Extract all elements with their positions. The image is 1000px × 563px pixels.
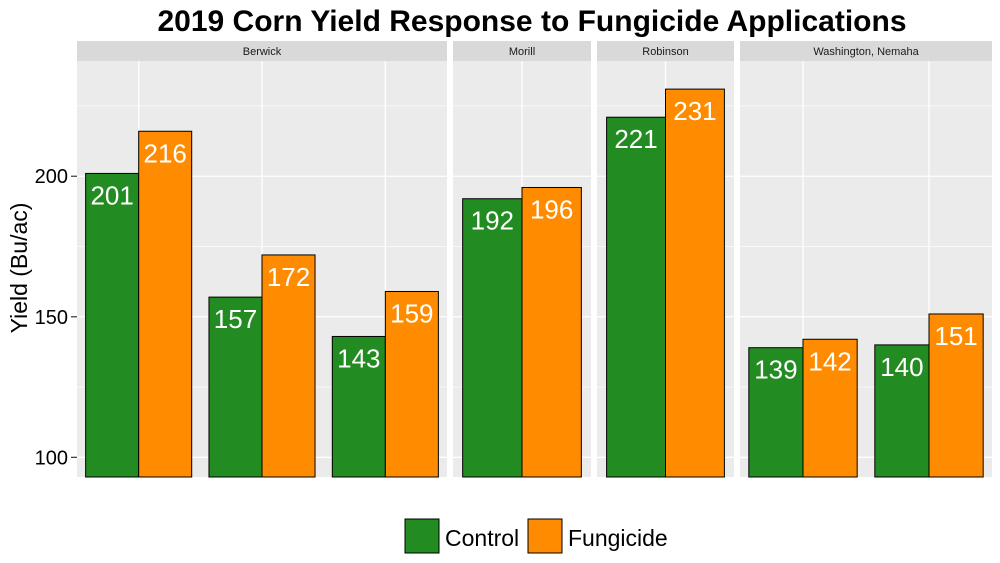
facet-strip-label: Morill <box>509 46 535 58</box>
bar-morill-1-fungicide <box>521 186 582 478</box>
bar-robinson-1-fungicide <box>665 88 725 478</box>
facet-strip-label: Robinson <box>642 46 688 58</box>
bar-value-label: 157 <box>214 304 257 334</box>
bar-value-label: 192 <box>471 206 514 236</box>
bar-berwick-1-control <box>85 172 140 478</box>
facet-panel-morill: Morill 192 196 <box>453 41 591 478</box>
facet-strip <box>597 41 734 61</box>
facet-panel-robinson: Robinson 221 231 <box>597 41 734 478</box>
bar-berwick-2-control <box>208 296 263 478</box>
bar-morill-1-control <box>462 198 523 478</box>
facet-strip-label: Berwick <box>243 46 282 58</box>
facet-strip <box>740 41 992 61</box>
chart-title: 2019 Corn Yield Response to Fungicide Ap… <box>157 5 906 38</box>
y-tick-label: 200 <box>35 166 68 188</box>
bar-value-label: 139 <box>754 355 797 385</box>
bar-berwick-3-control <box>331 335 386 478</box>
bar-value-label: 159 <box>390 298 433 328</box>
bar-washington-nemaha-1-fungicide <box>802 338 858 478</box>
bar-washington-nemaha-2-control <box>874 344 930 478</box>
bar-washington-nemaha-1-control <box>748 347 804 478</box>
bar-value-label: 231 <box>673 96 716 126</box>
bar-value-label: 140 <box>880 352 923 382</box>
facet-panel-washington-nemaha: Washington, Nemaha 139 142 140 151 <box>740 41 992 478</box>
bar-washington-nemaha-2-fungicide <box>928 313 984 478</box>
facet-panels: Berwick 201 216 157 172 143 159 Morill 192 196 Rob… <box>77 41 992 478</box>
legend-label-fungicide: Fungicide <box>568 525 668 551</box>
bar-berwick-2-fungicide <box>261 254 316 478</box>
legend-label-control: Control <box>445 525 519 551</box>
facet-strip <box>453 41 591 61</box>
facet-panel-berwick: Berwick 201 216 157 172 143 159 <box>77 41 447 478</box>
bar-value-label: 196 <box>530 194 573 224</box>
bar-value-label: 151 <box>934 321 977 351</box>
facet-strip <box>77 41 447 61</box>
y-axis: 100 150 200 <box>35 166 77 469</box>
bar-value-label: 201 <box>90 180 133 210</box>
bar-value-label: 216 <box>143 138 186 168</box>
y-axis-label: Yield (Bu/ac) <box>6 203 32 334</box>
legend-swatch-fungicide <box>527 518 563 554</box>
bar-berwick-1-fungicide <box>138 130 193 478</box>
bar-value-label: 221 <box>614 124 657 154</box>
bar-berwick-3-fungicide <box>384 290 439 478</box>
y-tick-label: 150 <box>35 307 68 329</box>
bar-value-label: 142 <box>808 346 851 376</box>
bar-robinson-1-control <box>606 116 667 478</box>
bar-value-label: 143 <box>337 343 380 373</box>
legend-swatch-control <box>404 518 440 554</box>
bar-value-label: 172 <box>267 262 310 292</box>
facet-strip-label: Washington, Nemaha <box>813 46 919 58</box>
legend: Control Fungicide <box>404 518 668 554</box>
y-tick-label: 100 <box>35 447 68 469</box>
